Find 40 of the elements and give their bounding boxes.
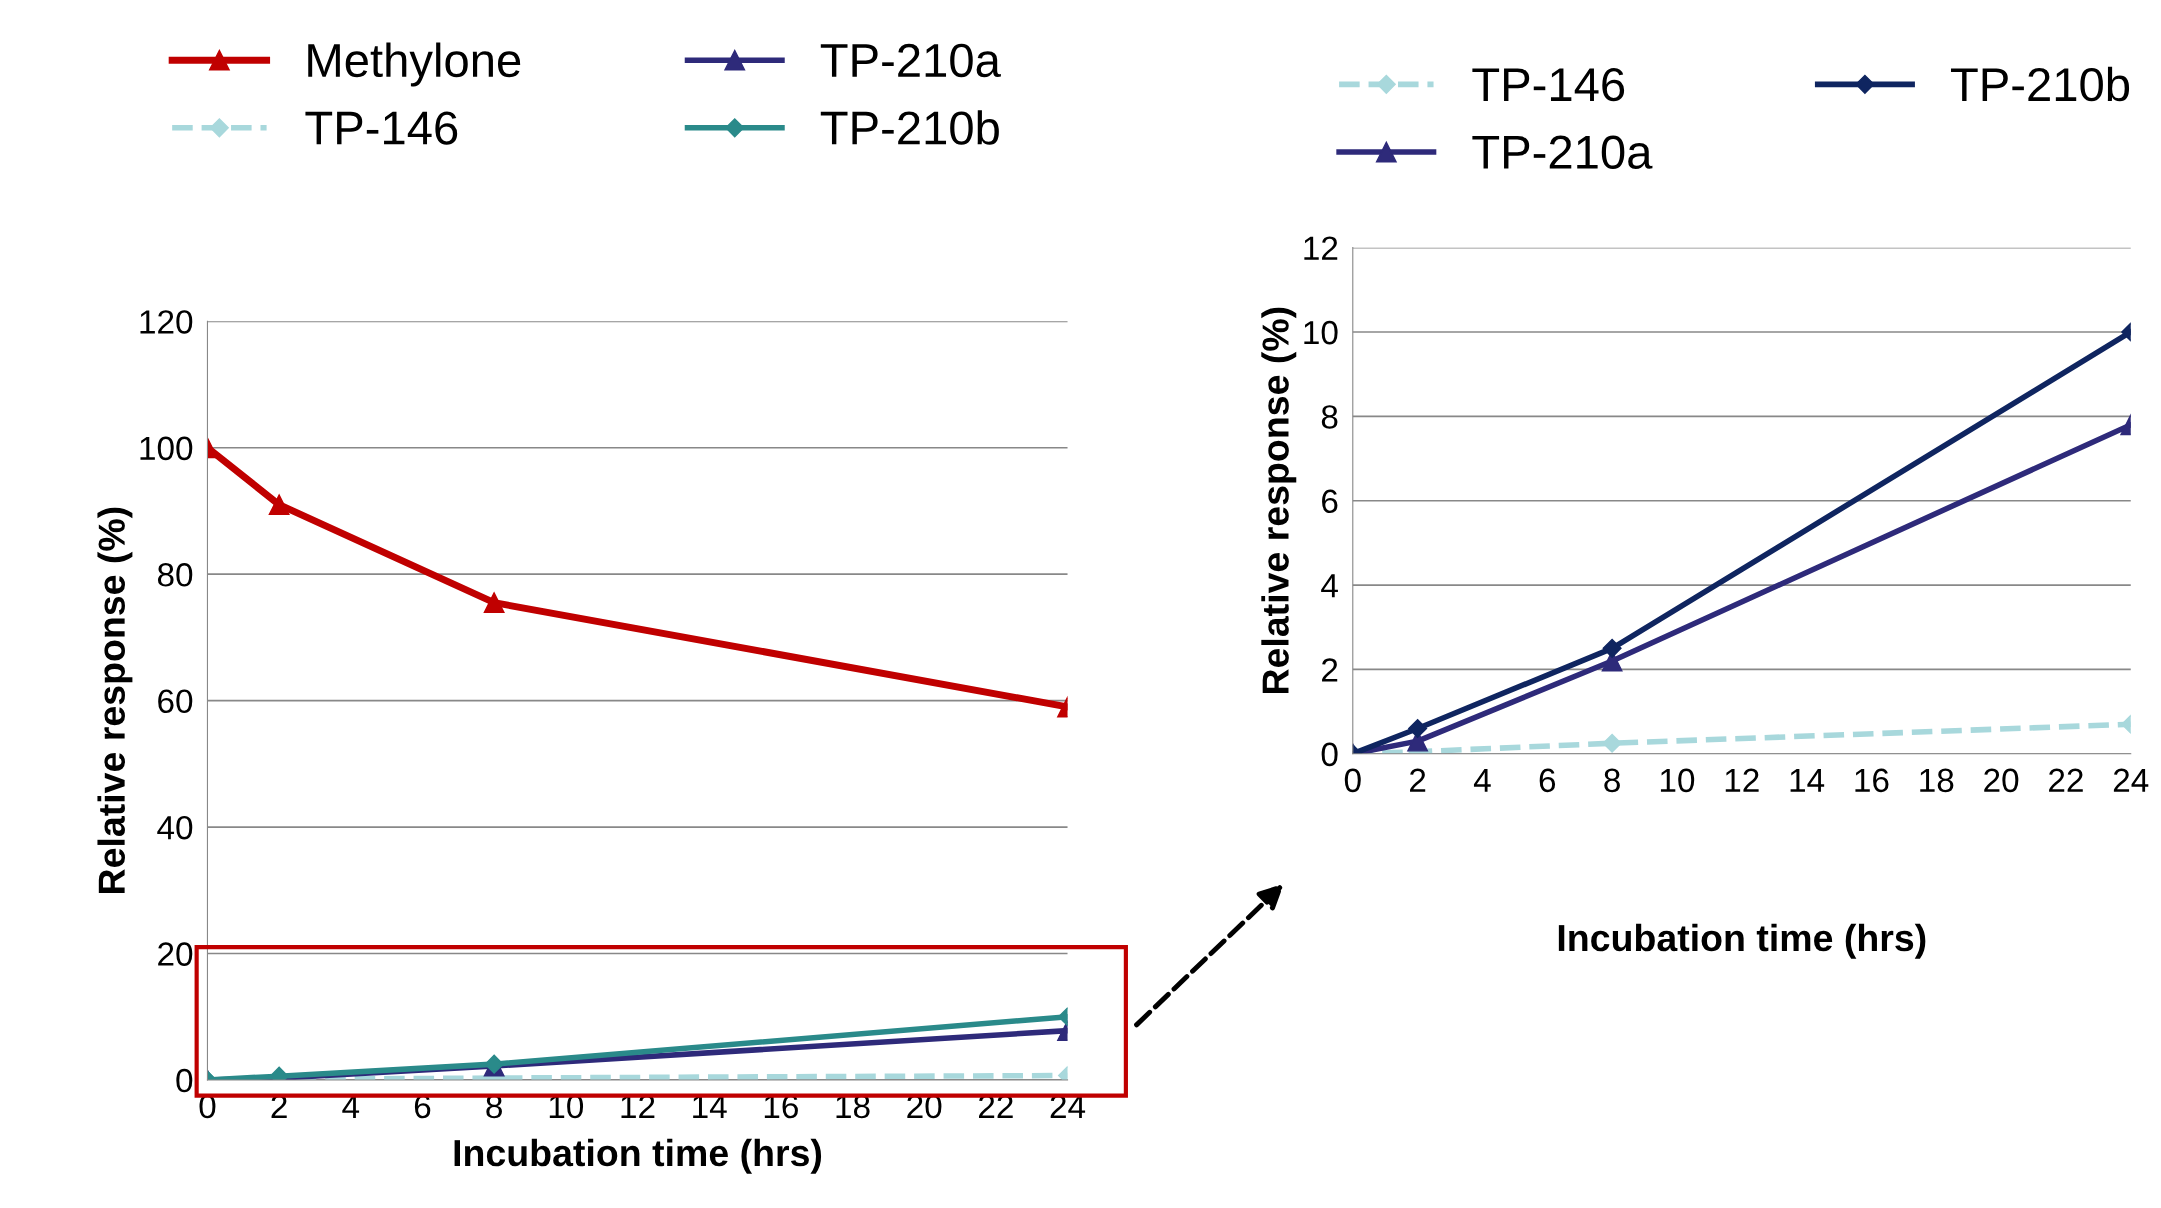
legend-label: TP-210b [1950, 66, 2130, 102]
x-axis-title: Incubation time (hrs) [1558, 923, 1926, 959]
point [1408, 718, 1428, 739]
legend-label: TP-210a [820, 43, 1001, 78]
y-tick-label: 40 [157, 815, 193, 840]
y-tick-label: 0 [176, 1068, 193, 1093]
y-tick-label: 2 [1322, 658, 1338, 682]
y-tick-label: 120 [140, 310, 193, 334]
x-tick-label: 10 [1660, 768, 1695, 793]
legend-label: TP-146 [305, 111, 458, 145]
y-tick-label: 4 [1321, 574, 1338, 598]
x-tick-label: 24 [2113, 768, 2149, 792]
y-tick-label: 12 [1304, 236, 1338, 260]
y-tick-label: 80 [157, 563, 193, 587]
x-tick-label: 16 [1855, 768, 1889, 793]
y-tick-label: 60 [158, 689, 193, 714]
x-tick-label: 14 [1790, 768, 1825, 792]
x-tick-label: 8 [1604, 768, 1620, 793]
x-tick-label: 22 [2049, 768, 2083, 792]
y-tick-label: 20 [158, 942, 193, 966]
y-tick-label: 100 [140, 436, 193, 461]
y-tick-label: 6 [1322, 489, 1338, 514]
x-tick-label: 0 [1344, 768, 1361, 793]
y-axis-title: Relative response (%) [1261, 307, 1297, 694]
x-tick-label: 4 [1473, 768, 1491, 792]
legend-label: TP-146 [1472, 67, 1625, 102]
x-tick-label: 20 [1984, 768, 2019, 793]
x-tick-label: 2 [1410, 768, 1426, 792]
legend-label: TP-210b [820, 110, 999, 145]
y-tick-label: 8 [1321, 405, 1338, 429]
x-axis-title: Incubation time (hrs) [454, 1138, 822, 1174]
y-axis-title: Relative response (%) [97, 507, 133, 893]
x-tick-label: 6 [1539, 768, 1556, 793]
x-tick-label: 12 [1725, 768, 1759, 792]
legend-label: Methylone [308, 42, 521, 87]
legend-label: TP-210a [1472, 135, 1653, 169]
point [1602, 638, 1622, 658]
x-tick-label: 18 [1920, 768, 1954, 793]
y-tick-label: 10 [1304, 320, 1338, 345]
y-tick-label: 0 [1321, 742, 1338, 767]
